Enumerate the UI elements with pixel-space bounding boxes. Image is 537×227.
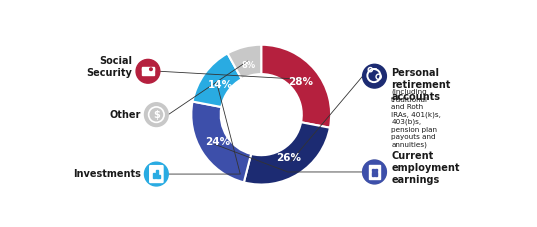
FancyBboxPatch shape (372, 169, 374, 171)
Text: Other: Other (110, 110, 141, 120)
Text: 8%: 8% (242, 61, 256, 70)
FancyBboxPatch shape (150, 166, 163, 183)
FancyBboxPatch shape (375, 169, 376, 171)
Wedge shape (191, 101, 251, 182)
FancyBboxPatch shape (375, 172, 376, 173)
Wedge shape (193, 53, 242, 107)
Text: Current
employment
earnings: Current employment earnings (391, 151, 460, 185)
Circle shape (362, 160, 387, 184)
Circle shape (144, 162, 168, 186)
FancyBboxPatch shape (372, 175, 374, 176)
Circle shape (144, 103, 168, 126)
Text: Personal
retirement
accounts: Personal retirement accounts (391, 68, 451, 102)
Circle shape (136, 59, 160, 83)
Text: 24%: 24% (206, 137, 231, 147)
FancyBboxPatch shape (142, 68, 154, 74)
Circle shape (362, 64, 387, 88)
Text: Investments: Investments (73, 169, 141, 179)
Wedge shape (228, 45, 261, 79)
FancyBboxPatch shape (156, 170, 158, 178)
FancyBboxPatch shape (372, 172, 374, 173)
FancyBboxPatch shape (368, 165, 380, 178)
Text: 26%: 26% (276, 153, 301, 163)
Text: 28%: 28% (288, 77, 313, 87)
Text: $: $ (153, 110, 159, 120)
Text: 14%: 14% (207, 80, 233, 90)
FancyBboxPatch shape (153, 173, 155, 178)
Text: Social
Security: Social Security (86, 56, 133, 78)
FancyBboxPatch shape (158, 175, 160, 178)
FancyBboxPatch shape (142, 67, 154, 70)
Wedge shape (244, 122, 330, 185)
Text: (including
traditional
and Roth
IRAs, 401(k)s,
403(b)s,
pension plan
payouts and: (including traditional and Roth IRAs, 40… (391, 89, 441, 148)
Wedge shape (261, 45, 331, 128)
Circle shape (150, 68, 153, 71)
Circle shape (362, 160, 387, 184)
FancyBboxPatch shape (375, 175, 376, 176)
